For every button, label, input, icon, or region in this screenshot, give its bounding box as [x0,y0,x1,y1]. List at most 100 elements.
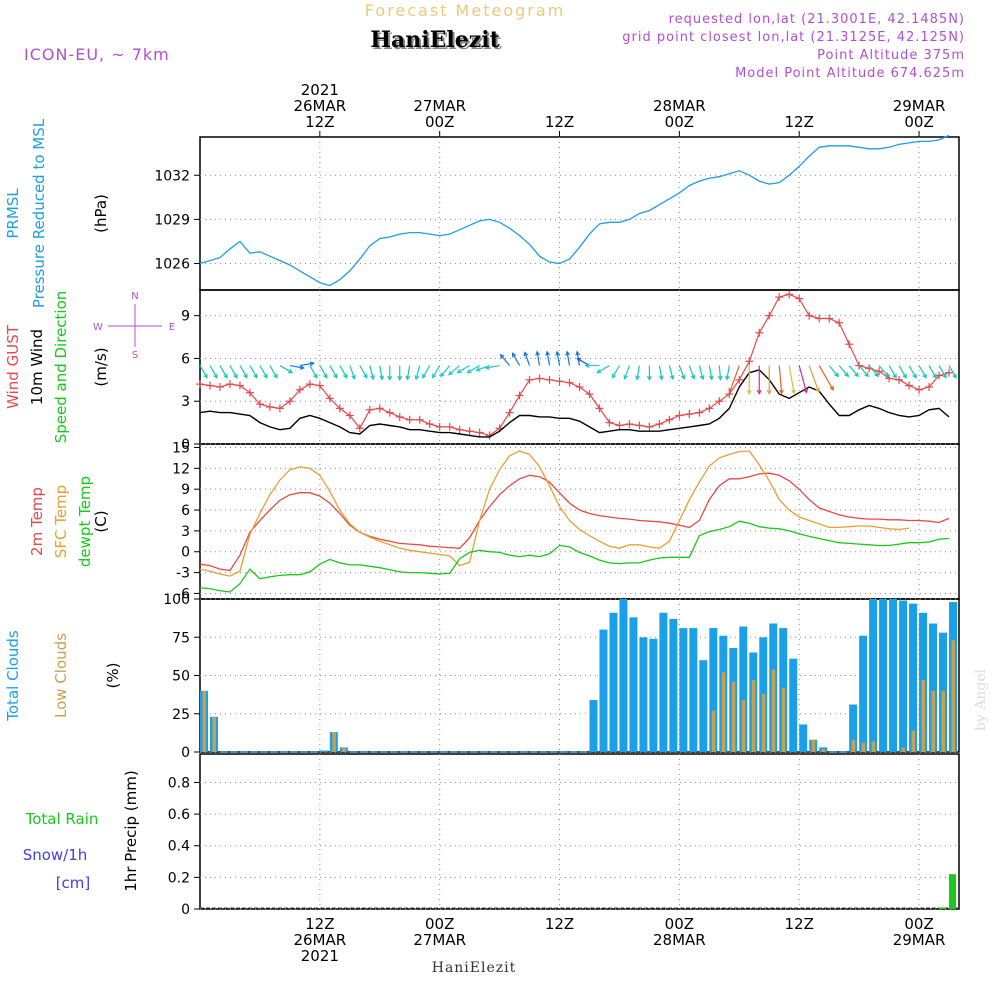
wind-ytick-label: 9 [181,309,190,325]
wind-arrow-head [414,375,420,381]
time-label-bottom: 00Z [665,915,694,933]
wind-arrow-shaft [448,365,461,376]
wind-arrow-head [892,373,897,379]
wind-arrow-head [203,373,208,379]
wind-arrow-head [829,385,834,391]
low-cloud-bar [901,747,906,752]
total-cloud-bar [799,724,808,752]
wind-arrow-head [646,375,652,381]
wind-arrow-head [746,389,752,395]
time-label-bottom: 28MAR [653,931,706,949]
wind-arrow-head [708,375,714,381]
wind-arrow-head [874,372,879,378]
wind-line [199,369,950,438]
wind-arrow-head [253,373,258,379]
wind-arrow-head [912,373,917,379]
wind-arrow-shaft [908,365,917,378]
wind-arrow-head [942,373,947,379]
temperature-ytick-label: 12 [172,461,190,477]
wind-arrow-shaft [566,351,571,366]
wind-arrow-head [635,375,640,381]
low-cloud-bar [911,730,916,752]
wind-arrow-shaft [688,365,695,379]
total-cloud-bar [879,599,888,752]
wind-arrow-shaft [597,365,610,374]
wind-arrow-head [273,373,278,379]
total-cloud-bar [589,699,598,752]
pressure-unit-label: (hPa) [92,194,110,233]
total-cloud-bar [789,658,798,752]
wind-arrow-head [932,373,937,379]
wind-arrow-head [834,372,840,378]
low-cloud-bar [871,741,876,752]
wind-arrow-shaft [229,365,238,378]
temperature-ytick-label: 9 [181,482,190,498]
time-label-top: 00Z [665,113,694,131]
time-label-top: 26MAR [293,97,346,115]
rain-bar [939,907,947,909]
wind-ytick-label: 3 [181,394,190,410]
wind-arrow-head [844,372,850,378]
time-label-top: 2021 [301,81,339,99]
wind-arrow-shaft [219,365,228,378]
wind-arrow-head [778,389,784,395]
clouds-ytick-label: 75 [172,630,190,646]
wind-arrow-head [725,375,730,381]
wind-arrow-shaft [928,365,937,378]
wind-arrow-head [484,365,490,370]
compass-west: W [93,322,103,333]
wind-arrow-head [584,363,590,369]
axis-labels: 1026102910320369-6-303691215025507510000… [4,81,945,965]
clouds-series-label: Total Clouds [4,630,22,722]
time-label-bottom: 00Z [425,915,454,933]
low-cloud-bar [342,747,346,752]
wind-arrow-head [680,374,686,380]
total-cloud-bar [739,626,748,752]
wind-arrow-head [690,374,696,380]
wind-series-label: 10m Wind [28,329,46,405]
wind-arrow-shaft [726,365,730,380]
total-cloud-bar [669,618,678,752]
wind-arrow-head [213,373,218,379]
wind-arrow-shaft [339,365,348,378]
wind-arrow-shaft [467,365,480,374]
wind-arrow-shaft [938,365,947,378]
time-label-top: 00Z [904,113,933,131]
temp-2m-line [199,472,950,572]
total-cloud-bar [639,637,648,752]
precip-snow-label: Snow/1h [23,846,88,864]
pressure-ytick-label: 1029 [154,212,190,228]
wind-arrow-shaft [798,365,808,393]
low-cloud-bar [921,680,926,752]
compass-east: E [169,322,175,333]
wind-arrow-shaft [878,365,889,377]
wind-arrow-head [475,367,481,372]
total-cloud-bar [929,623,938,752]
wind-arrow-head [523,351,529,357]
wind-arrow-head [756,389,762,395]
temperature-ytick-label: 3 [181,524,190,540]
low-cloud-bar [711,710,716,752]
wind-arrow-shaft [636,365,641,380]
wind-arrow-head [447,370,454,376]
wind-arrow-head [223,373,228,379]
wind-arrow-head [791,389,796,395]
wind-arrow-shaft [269,365,278,378]
low-cloud-bar [771,669,776,752]
wind-arrow-head [387,375,393,381]
wind-arrow-shaft [512,353,521,366]
wind-arrow-head [623,374,628,380]
wind-arrow-shaft [406,365,411,380]
time-label-bottom: 12Z [305,915,334,933]
wind-arrow-shaft [546,351,551,366]
wind-arrow-shaft [259,365,268,378]
location-title: HaniElezit [370,27,500,53]
wind-arrow-head [669,375,675,381]
low-cloud-bar [941,690,946,752]
wind-arrow-shaft [536,351,541,366]
temperature-series-label: 2m Temp [28,487,46,556]
wind-series-label: Wind GUST [4,324,22,409]
wind-arrow-head [815,387,820,394]
wind-arrow-head [699,375,705,381]
temperature-ytick-label: -3 [176,566,190,582]
